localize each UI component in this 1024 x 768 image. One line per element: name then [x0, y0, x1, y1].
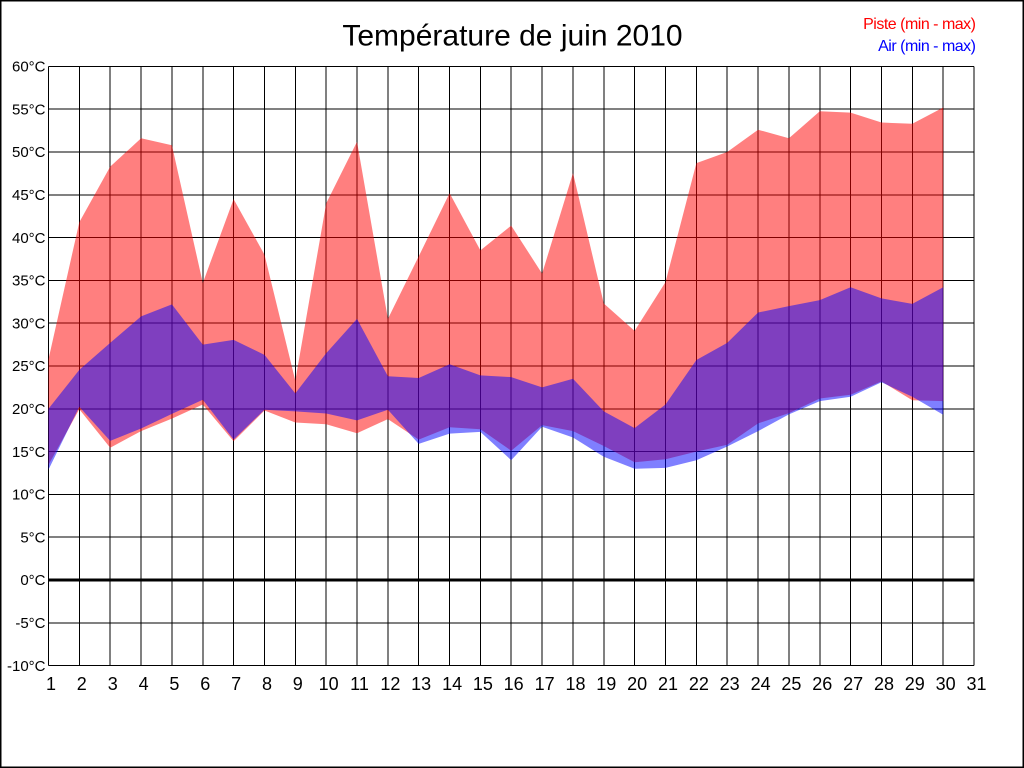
- svg-text:35°C: 35°C: [12, 273, 46, 290]
- svg-text:8: 8: [262, 674, 272, 694]
- svg-text:15°C: 15°C: [12, 444, 46, 461]
- svg-text:20: 20: [627, 674, 647, 694]
- svg-text:Température de juin 2010: Température de juin 2010: [342, 19, 682, 52]
- svg-text:1: 1: [46, 674, 56, 694]
- svg-text:60°C: 60°C: [12, 59, 46, 76]
- svg-text:23: 23: [720, 674, 740, 694]
- svg-text:26: 26: [812, 674, 832, 694]
- svg-text:6: 6: [200, 674, 210, 694]
- svg-text:-5°C: -5°C: [15, 615, 45, 632]
- svg-text:14: 14: [442, 674, 462, 694]
- svg-text:31: 31: [966, 674, 986, 694]
- svg-text:13: 13: [411, 674, 431, 694]
- svg-text:19: 19: [596, 674, 616, 694]
- svg-text:Air (min - max): Air (min - max): [878, 38, 976, 55]
- svg-text:28: 28: [874, 674, 894, 694]
- svg-text:22: 22: [689, 674, 709, 694]
- svg-text:7: 7: [231, 674, 241, 694]
- svg-text:25°C: 25°C: [12, 358, 46, 375]
- svg-text:0°C: 0°C: [20, 572, 45, 589]
- svg-text:17: 17: [535, 674, 555, 694]
- svg-text:40°C: 40°C: [12, 230, 46, 247]
- svg-text:9: 9: [293, 674, 303, 694]
- svg-text:5°C: 5°C: [20, 529, 45, 546]
- svg-text:24: 24: [751, 674, 771, 694]
- svg-text:12: 12: [380, 674, 400, 694]
- svg-text:Piste (min - max): Piste (min - max): [863, 16, 976, 33]
- svg-text:20°C: 20°C: [12, 401, 46, 418]
- svg-text:18: 18: [565, 674, 585, 694]
- svg-text:55°C: 55°C: [12, 101, 46, 118]
- svg-text:30: 30: [936, 674, 956, 694]
- svg-text:5: 5: [169, 674, 179, 694]
- svg-text:21: 21: [658, 674, 678, 694]
- svg-text:-10°C: -10°C: [7, 658, 46, 675]
- svg-text:10: 10: [319, 674, 339, 694]
- svg-text:27: 27: [843, 674, 863, 694]
- svg-text:50°C: 50°C: [12, 144, 46, 161]
- svg-text:29: 29: [905, 674, 925, 694]
- svg-text:4: 4: [139, 674, 149, 694]
- svg-text:3: 3: [108, 674, 118, 694]
- svg-text:25: 25: [781, 674, 801, 694]
- svg-text:45°C: 45°C: [12, 187, 46, 204]
- svg-text:16: 16: [504, 674, 524, 694]
- svg-text:10°C: 10°C: [12, 487, 46, 504]
- svg-text:2: 2: [77, 674, 87, 694]
- svg-text:11: 11: [350, 674, 369, 694]
- svg-text:15: 15: [473, 674, 493, 694]
- svg-text:30°C: 30°C: [12, 315, 46, 332]
